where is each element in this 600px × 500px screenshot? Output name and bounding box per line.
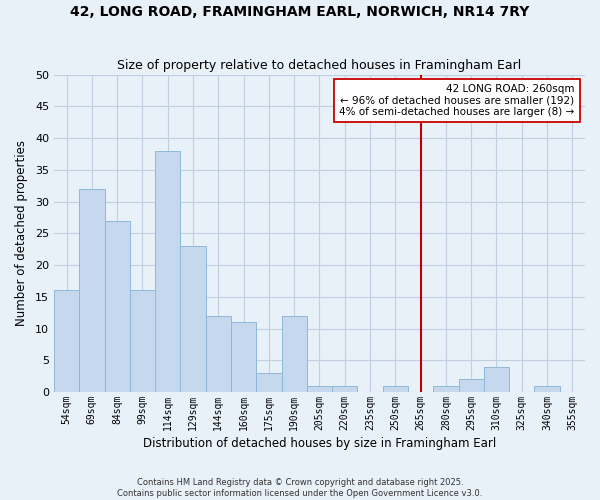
Text: 42 LONG ROAD: 260sqm
← 96% of detached houses are smaller (192)
4% of semi-detac: 42 LONG ROAD: 260sqm ← 96% of detached h…: [339, 84, 574, 117]
Bar: [256, 373, 281, 392]
Bar: [383, 386, 408, 392]
Bar: [54, 290, 79, 392]
Bar: [458, 380, 484, 392]
Bar: [332, 386, 358, 392]
Text: 42, LONG ROAD, FRAMINGHAM EARL, NORWICH, NR14 7RY: 42, LONG ROAD, FRAMINGHAM EARL, NORWICH,…: [70, 5, 530, 19]
Bar: [231, 322, 256, 392]
Bar: [433, 386, 458, 392]
Bar: [535, 386, 560, 392]
Bar: [307, 386, 332, 392]
X-axis label: Distribution of detached houses by size in Framingham Earl: Distribution of detached houses by size …: [143, 437, 496, 450]
Title: Size of property relative to detached houses in Framingham Earl: Size of property relative to detached ho…: [118, 59, 521, 72]
Bar: [484, 366, 509, 392]
Bar: [130, 290, 155, 392]
Text: Contains HM Land Registry data © Crown copyright and database right 2025.
Contai: Contains HM Land Registry data © Crown c…: [118, 478, 482, 498]
Bar: [281, 316, 307, 392]
Bar: [104, 220, 130, 392]
Bar: [181, 246, 206, 392]
Bar: [206, 316, 231, 392]
Bar: [155, 150, 181, 392]
Bar: [79, 189, 104, 392]
Y-axis label: Number of detached properties: Number of detached properties: [15, 140, 28, 326]
